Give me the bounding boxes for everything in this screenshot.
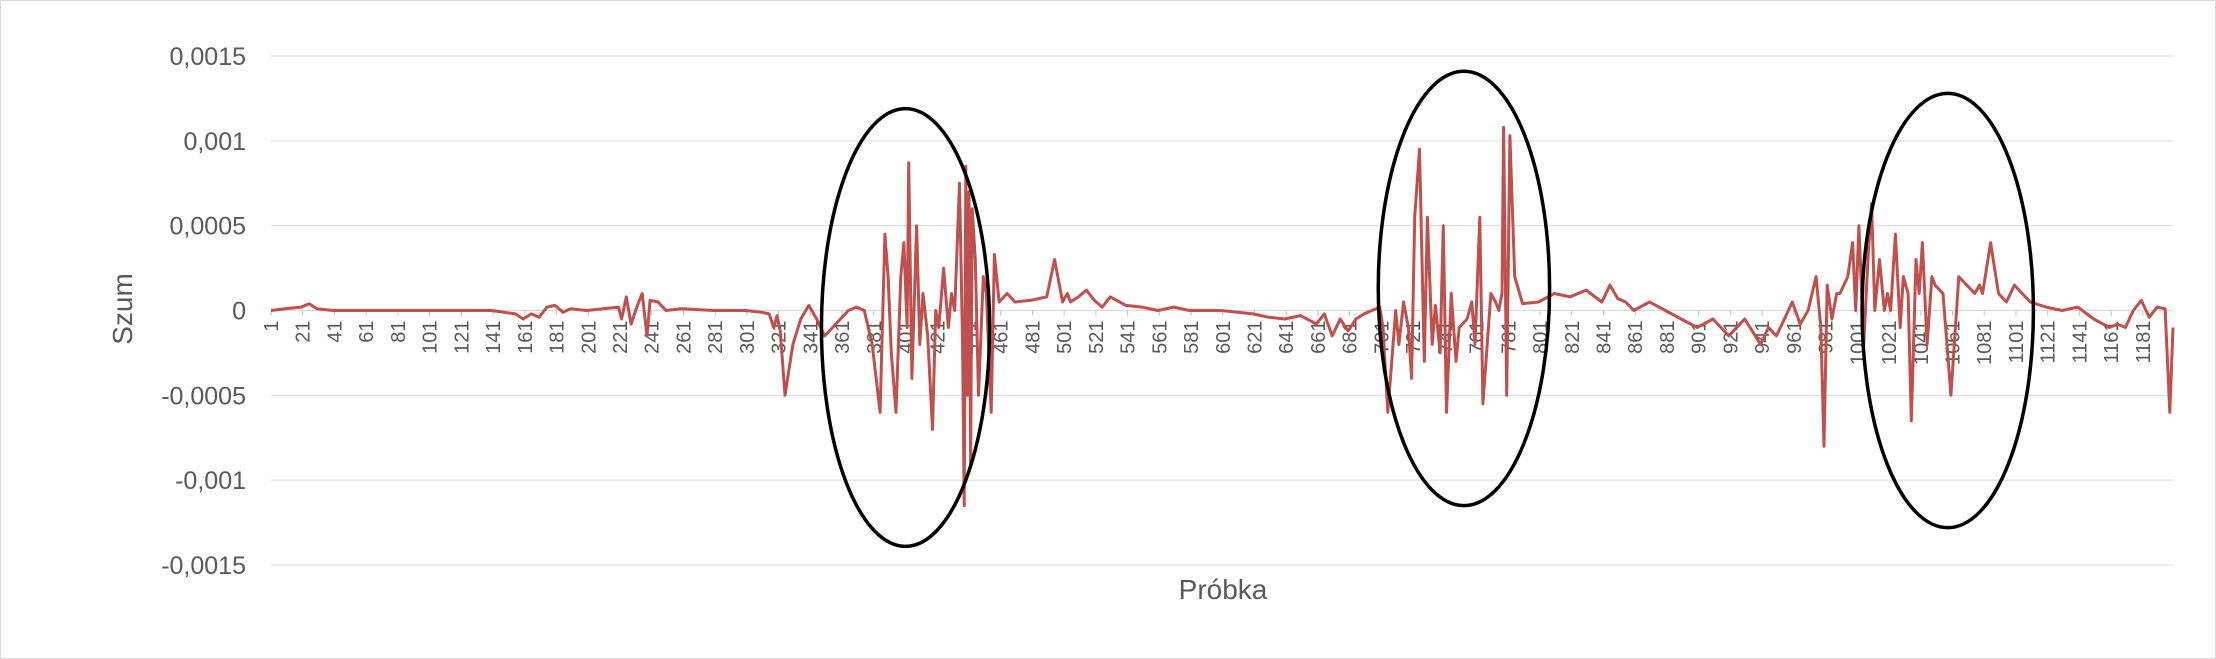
annotation-group (819, 69, 2036, 549)
y-tick-label: 0,0005 (170, 213, 246, 241)
x-tick-label: 41 (324, 321, 346, 343)
x-tick-label: 181 (547, 321, 569, 354)
x-tick-label: 121 (451, 321, 473, 354)
x-tick-label: 261 (673, 321, 695, 354)
y-tick-label: -0,001 (175, 467, 246, 495)
x-tick-label: 841 (1594, 321, 1616, 354)
x-tick-label: 861 (1625, 321, 1647, 354)
x-tick-label: 1021 (1879, 321, 1901, 366)
x-tick-label: 721 (1403, 321, 1425, 354)
x-tick-label: 1181 (2133, 321, 2155, 364)
x-axis-title: Próbka (1179, 574, 1268, 605)
x-tick-label: 141 (483, 321, 505, 354)
x-tick-label: 161 (515, 321, 537, 354)
x-tick-label: 661 (1308, 321, 1330, 354)
x-tick-label: 641 (1276, 321, 1298, 354)
x-tick-label: 781 (1498, 321, 1520, 354)
x-tick-label: 541 (1118, 321, 1140, 354)
x-tick-label: 821 (1562, 321, 1584, 354)
x-tick-label: 1101 (2006, 321, 2028, 364)
x-tick-label: 301 (737, 321, 759, 354)
x-tick-label: 581 (1181, 321, 1203, 354)
x-tick-label: 1121 (2038, 321, 2060, 364)
x-tick-label: 421 (927, 321, 949, 354)
highlight-ellipse (1860, 91, 2036, 530)
x-tick-label: 501 (1054, 321, 1076, 354)
x-tick-label: 21 (293, 321, 315, 343)
x-tick-label: 901 (1689, 321, 1711, 354)
y-axis-tick-labels: 0,0015 0,001 0,0005 0 -0,0005 -0,001 -0,0015 (161, 43, 246, 580)
x-axis-tick-labels: 1 21 41 61 81 101 121 141 161 181 201 221 241 261 281 3… (261, 310, 2155, 366)
y-tick-label: -0,0015 (161, 552, 246, 580)
x-tick-label: 521 (1086, 321, 1108, 354)
y-axis-title: Szum (107, 273, 138, 345)
y-tick-label: 0 (232, 298, 246, 326)
x-tick-label: 61 (356, 321, 378, 343)
series-group (270, 125, 2175, 508)
x-tick-label: 761 (1467, 321, 1489, 354)
series-line (270, 125, 2175, 508)
x-tick-label: 1161 (2101, 321, 2123, 364)
x-tick-label: 601 (1213, 321, 1235, 354)
x-tick-label: 81 (388, 321, 410, 343)
x-tick-label: 201 (578, 321, 600, 354)
x-tick-label: 221 (610, 321, 632, 354)
x-tick-label: 1 (261, 321, 283, 332)
x-tick-label: 881 (1657, 321, 1679, 354)
y-tick-label: -0,0005 (161, 382, 246, 410)
y-tick-label: 0,0015 (170, 43, 246, 71)
x-tick-label: 561 (1149, 321, 1171, 354)
y-tick-label: 0,001 (183, 128, 246, 156)
highlight-ellipse (1376, 69, 1552, 508)
x-tick-label: 1141 (2069, 321, 2091, 364)
x-tick-label: 281 (705, 321, 727, 354)
highlight-ellipse (819, 106, 992, 549)
x-tick-label: 961 (1784, 321, 1806, 354)
x-tick-label: 361 (832, 321, 854, 354)
x-tick-label: 101 (420, 321, 442, 354)
x-tick-label: 341 (800, 321, 822, 354)
x-tick-label: 1081 (1974, 321, 1996, 366)
x-tick-label: 481 (1022, 321, 1044, 354)
x-tick-label: 621 (1245, 321, 1267, 354)
x-tick-label: 461 (991, 321, 1013, 354)
